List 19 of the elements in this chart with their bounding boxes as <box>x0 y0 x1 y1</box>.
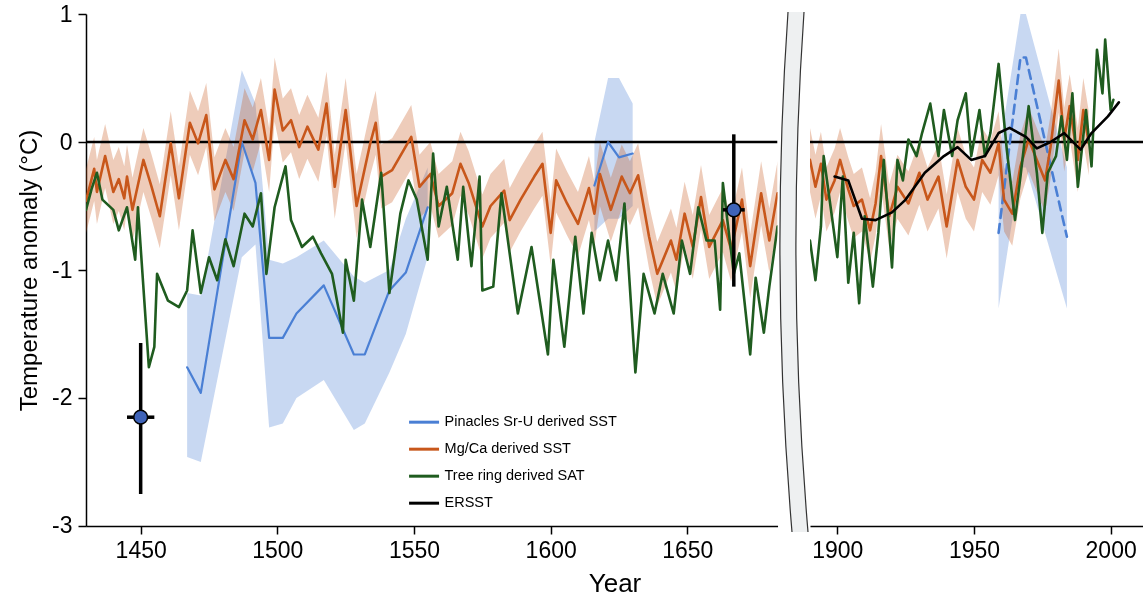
y-tick-label: 1 <box>59 0 73 27</box>
legend-label: Mg/Ca derived SST <box>444 440 572 457</box>
x-axis-title: Year <box>588 568 642 599</box>
x-tick-label: 1550 <box>388 537 441 564</box>
y-tick-label: -1 <box>52 256 73 283</box>
text: ERSST <box>444 494 493 511</box>
x-tick-label: 1900 <box>811 537 863 564</box>
y-tick-label: -2 <box>52 384 73 411</box>
x-tick-label: 1950 <box>948 537 1000 564</box>
legend-label: Tree ring derived SAT <box>444 467 585 484</box>
x-tick-label: 1450 <box>115 537 167 564</box>
x-tick-label: 1500 <box>252 537 304 564</box>
x-tick-label: 2000 <box>1085 537 1137 564</box>
x-tick-label: 1650 <box>662 537 714 564</box>
x-tick-label: 1600 <box>525 537 577 564</box>
y-axis-title: Temperature anomaly (°C) <box>15 129 43 412</box>
y-tick-label: 0 <box>59 128 73 155</box>
legend-label: Pinacles Sr-U derived SST <box>444 413 617 430</box>
y-tick-label: -3 <box>52 512 73 539</box>
